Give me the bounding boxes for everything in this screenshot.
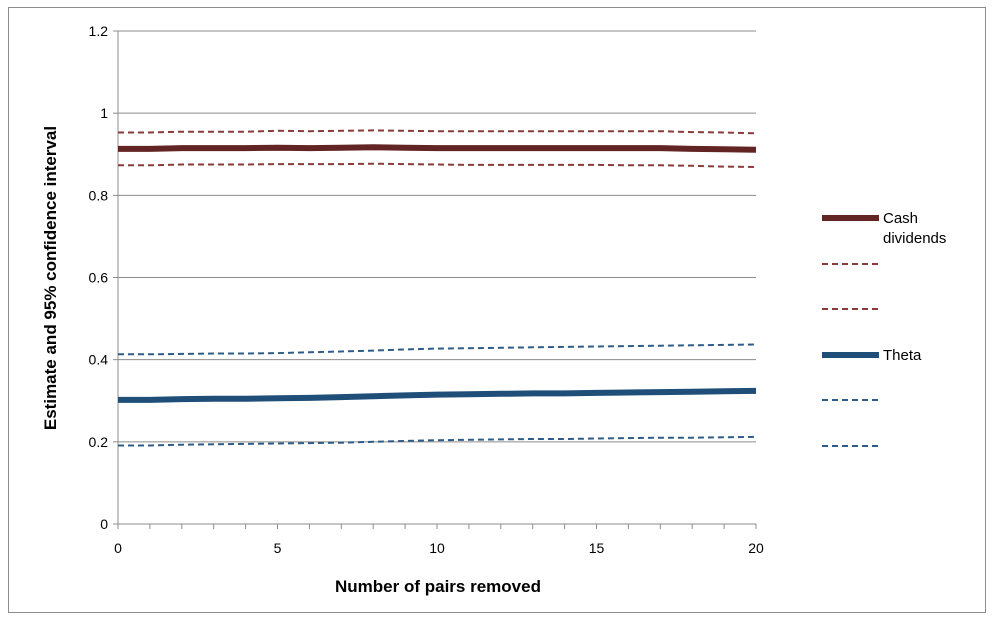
series-line-4 — [118, 387, 757, 403]
series-line-1 — [118, 144, 757, 153]
x-tick-label: 0 — [114, 540, 122, 556]
gridlines — [118, 30, 756, 443]
tick-labels: 0 0.2 0.4 0.6 0.8 1 1.2 0 5 10 15 20 — [89, 23, 764, 556]
series-lines — [118, 129, 757, 447]
y-tick-label: 0.8 — [89, 187, 109, 203]
legend-label-1: Cash dividends — [883, 210, 946, 247]
y-tick-label: 1.2 — [89, 23, 109, 39]
series-line-5 — [118, 343, 757, 356]
series-line-2 — [118, 129, 757, 135]
y-tick-label: 1 — [100, 105, 108, 121]
legend: Cash dividends Theta — [822, 210, 946, 447]
y-tick-label: 0 — [100, 516, 108, 532]
x-axis-label: Number of pairs removed — [335, 577, 541, 596]
x-tick-label: 20 — [748, 540, 764, 556]
y-tick-label: 0.4 — [89, 352, 109, 368]
y-tick-label: 0.2 — [89, 434, 109, 450]
x-tick-label: 15 — [589, 540, 605, 556]
legend-label-4: Theta — [883, 347, 922, 364]
y-tick-label: 0.6 — [89, 270, 109, 286]
x-tick-label: 5 — [274, 540, 282, 556]
chart-border — [8, 7, 986, 613]
series-line-3 — [118, 162, 757, 168]
x-tick-label: 10 — [429, 540, 445, 556]
y-axis-label: Estimate and 95% confidence interval — [41, 126, 60, 430]
series-line-6 — [118, 435, 757, 447]
axes — [113, 30, 757, 529]
